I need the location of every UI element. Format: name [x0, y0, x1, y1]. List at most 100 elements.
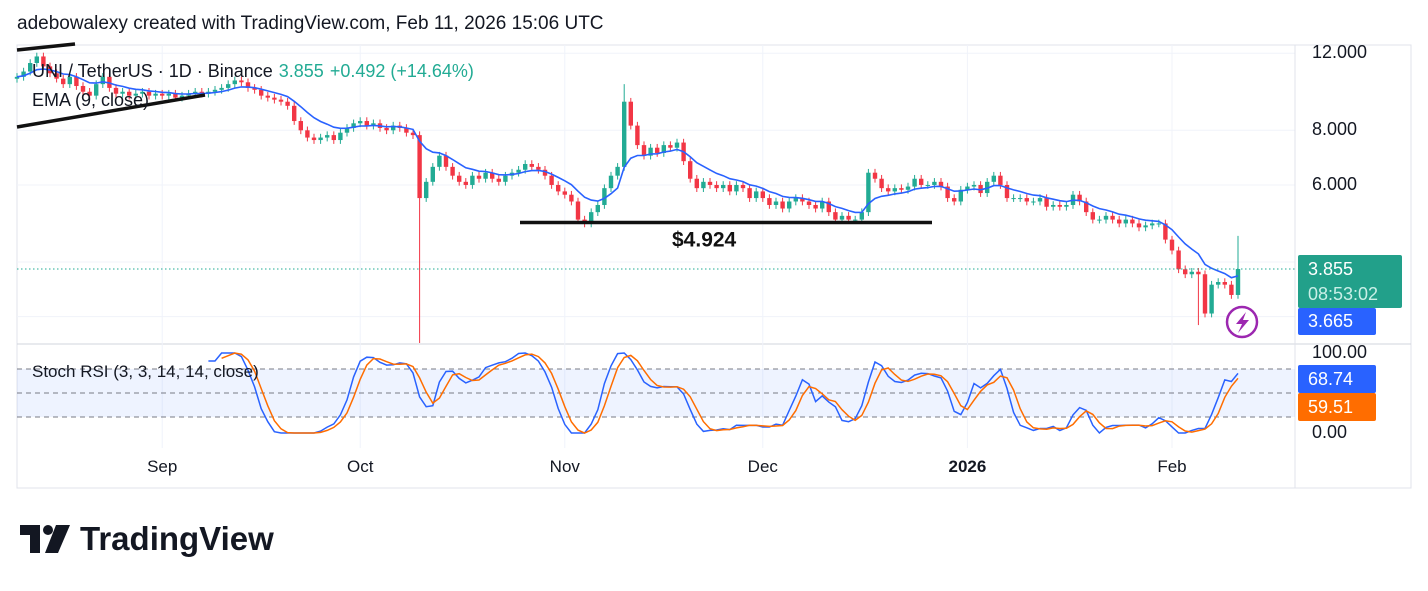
- time-axis[interactable]: Sep Oct Nov Dec 2026 Feb: [147, 457, 1187, 476]
- candle-body: [846, 215, 851, 220]
- candle: [1097, 215, 1102, 224]
- candle-body: [1169, 239, 1175, 251]
- candle: [1196, 267, 1201, 326]
- candle-body: [1189, 271, 1194, 275]
- candle-body: [773, 201, 779, 205]
- candle-body: [575, 201, 581, 220]
- candle: [767, 194, 772, 209]
- candle-body: [1156, 223, 1161, 225]
- candle-body: [1057, 204, 1062, 207]
- candle-body: [41, 56, 46, 67]
- time-axis-label: Nov: [550, 457, 581, 476]
- candle: [740, 181, 746, 192]
- candle-body: [292, 105, 297, 122]
- tradingview-logo[interactable]: TradingView: [20, 520, 274, 558]
- candle-body: [212, 89, 218, 92]
- candle: [793, 194, 798, 206]
- candle: [14, 73, 20, 83]
- candle: [569, 190, 574, 206]
- candle-body: [226, 84, 231, 88]
- candle-body: [998, 175, 1003, 185]
- candle-body: [28, 63, 33, 72]
- ema-legend[interactable]: EMA (9, close): [32, 90, 150, 110]
- candle-body: [443, 155, 449, 167]
- candle: [490, 168, 495, 183]
- candle: [1090, 208, 1095, 224]
- candle: [1222, 278, 1227, 289]
- candle-body: [516, 169, 521, 173]
- candle-body: [714, 184, 719, 189]
- candle: [641, 141, 647, 160]
- trendline-lower[interactable]: [16, 93, 206, 129]
- candle: [780, 197, 785, 213]
- candle: [602, 184, 607, 209]
- candle: [886, 184, 891, 196]
- candle: [668, 141, 673, 152]
- candle: [721, 181, 726, 192]
- candle-body: [338, 132, 343, 141]
- candle: [232, 76, 237, 88]
- candle-body: [298, 121, 303, 131]
- bar-countdown: 08:53:02: [1308, 284, 1379, 304]
- candle-body: [1209, 284, 1214, 314]
- candle: [278, 95, 284, 106]
- time-axis-label: 2026: [948, 457, 986, 476]
- symbol-legend[interactable]: UNI / TetherUS · 1D · Binance 3.855 +0.492…: [32, 61, 474, 82]
- candle-body: [173, 93, 178, 98]
- candle-body: [371, 123, 376, 126]
- candle-body: [490, 172, 495, 179]
- candle: [701, 178, 706, 192]
- stoch-legend[interactable]: Stoch RSI (3, 3, 14, 14, close): [32, 362, 259, 381]
- time-axis-label: Feb: [1157, 457, 1186, 476]
- candle-body: [1183, 269, 1188, 275]
- candle: [1136, 219, 1142, 232]
- candle-body: [879, 178, 884, 189]
- candle-body: [1011, 198, 1016, 200]
- candle: [265, 91, 270, 102]
- candle-body: [351, 123, 356, 128]
- candle-body: [905, 186, 911, 190]
- candle-body: [912, 178, 917, 187]
- candle-body: [252, 87, 257, 90]
- candle-body: [160, 93, 165, 96]
- candle-body: [259, 89, 264, 96]
- candle-body: [833, 212, 838, 220]
- candle: [615, 163, 620, 180]
- candle: [100, 73, 105, 88]
- candle-body: [562, 191, 567, 195]
- candle-body: [1163, 223, 1168, 240]
- trendline-upper[interactable]: [16, 42, 76, 52]
- candle: [826, 197, 831, 216]
- candle-body: [925, 184, 930, 186]
- candle: [866, 168, 871, 216]
- candle-body: [410, 132, 416, 136]
- candle: [608, 171, 614, 192]
- candle-body: [503, 175, 508, 182]
- candle: [127, 87, 132, 100]
- candle: [754, 187, 759, 202]
- candle: [1057, 201, 1062, 211]
- candle-body: [641, 145, 647, 156]
- candle: [965, 182, 970, 194]
- candle-body: [404, 127, 409, 133]
- ema-value-tag: 3.665: [1298, 308, 1376, 335]
- candle-body: [1235, 269, 1241, 295]
- candle-body: [1123, 219, 1128, 224]
- candle: [338, 128, 343, 144]
- candle-body: [457, 175, 462, 182]
- candle: [272, 93, 277, 104]
- candle: [1103, 212, 1109, 224]
- chart-canvas[interactable]: $4.924 Sep Oct Nov Dec 2026 Feb: [0, 0, 1428, 500]
- candle-body: [450, 166, 455, 176]
- candle-body: [1024, 198, 1029, 202]
- candle-body: [153, 93, 158, 96]
- candle: [1229, 280, 1234, 299]
- candle-body: [265, 95, 270, 98]
- candle: [958, 186, 963, 206]
- candle: [417, 131, 422, 343]
- time-axis-label: Oct: [347, 457, 374, 476]
- candle-body: [602, 188, 607, 205]
- alert-lightning-icon[interactable]: [1225, 305, 1259, 339]
- candle-body: [780, 201, 785, 209]
- candle: [113, 84, 119, 98]
